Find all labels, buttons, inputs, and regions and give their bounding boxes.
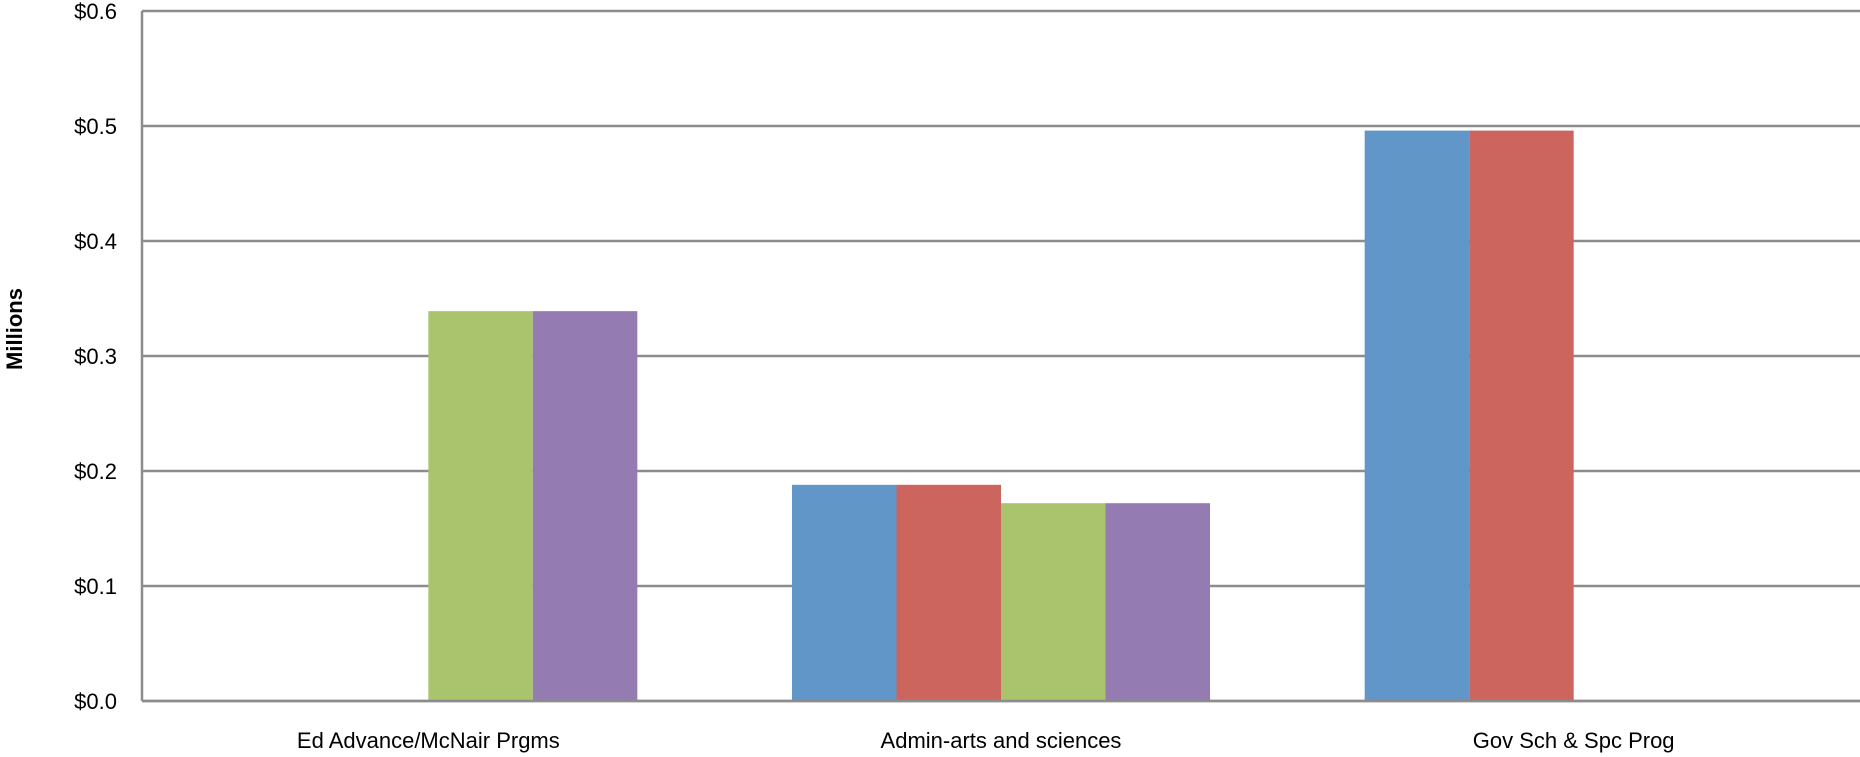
bar <box>896 484 1001 701</box>
y-tick-label: $0.3 <box>74 344 117 369</box>
bar <box>792 484 897 701</box>
y-tick-label: $0.6 <box>74 0 117 24</box>
axes <box>140 11 1860 703</box>
x-category-label: Gov Sch & Spc Prog <box>1473 728 1675 753</box>
bar <box>428 311 533 701</box>
bars <box>428 130 1574 702</box>
bar <box>1105 503 1210 701</box>
labels: $0.0 $0.1 $0.2 $0.3 $0.4 $0.5 $0.6 Ed Advance/M… <box>74 0 1674 753</box>
bar <box>1001 503 1106 701</box>
bar <box>1364 130 1470 702</box>
x-category-label: Ed Advance/McNair Prgms <box>297 728 560 753</box>
y-axis-title: Millions <box>2 288 27 370</box>
y-tick-label: $0.2 <box>74 459 117 484</box>
bar <box>532 311 638 701</box>
y-tick-label: $0.1 <box>74 574 117 599</box>
y-tick-label: $0.5 <box>74 114 117 139</box>
x-category-label: Admin-arts and sciences <box>881 728 1122 753</box>
y-tick-label: $0.4 <box>74 229 117 254</box>
y-tick-label: $0.0 <box>74 689 117 714</box>
bar <box>1469 130 1574 702</box>
